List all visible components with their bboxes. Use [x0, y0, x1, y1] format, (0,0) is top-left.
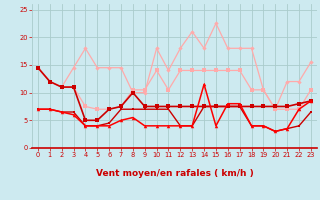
X-axis label: Vent moyen/en rafales ( km/h ): Vent moyen/en rafales ( km/h )	[96, 169, 253, 178]
